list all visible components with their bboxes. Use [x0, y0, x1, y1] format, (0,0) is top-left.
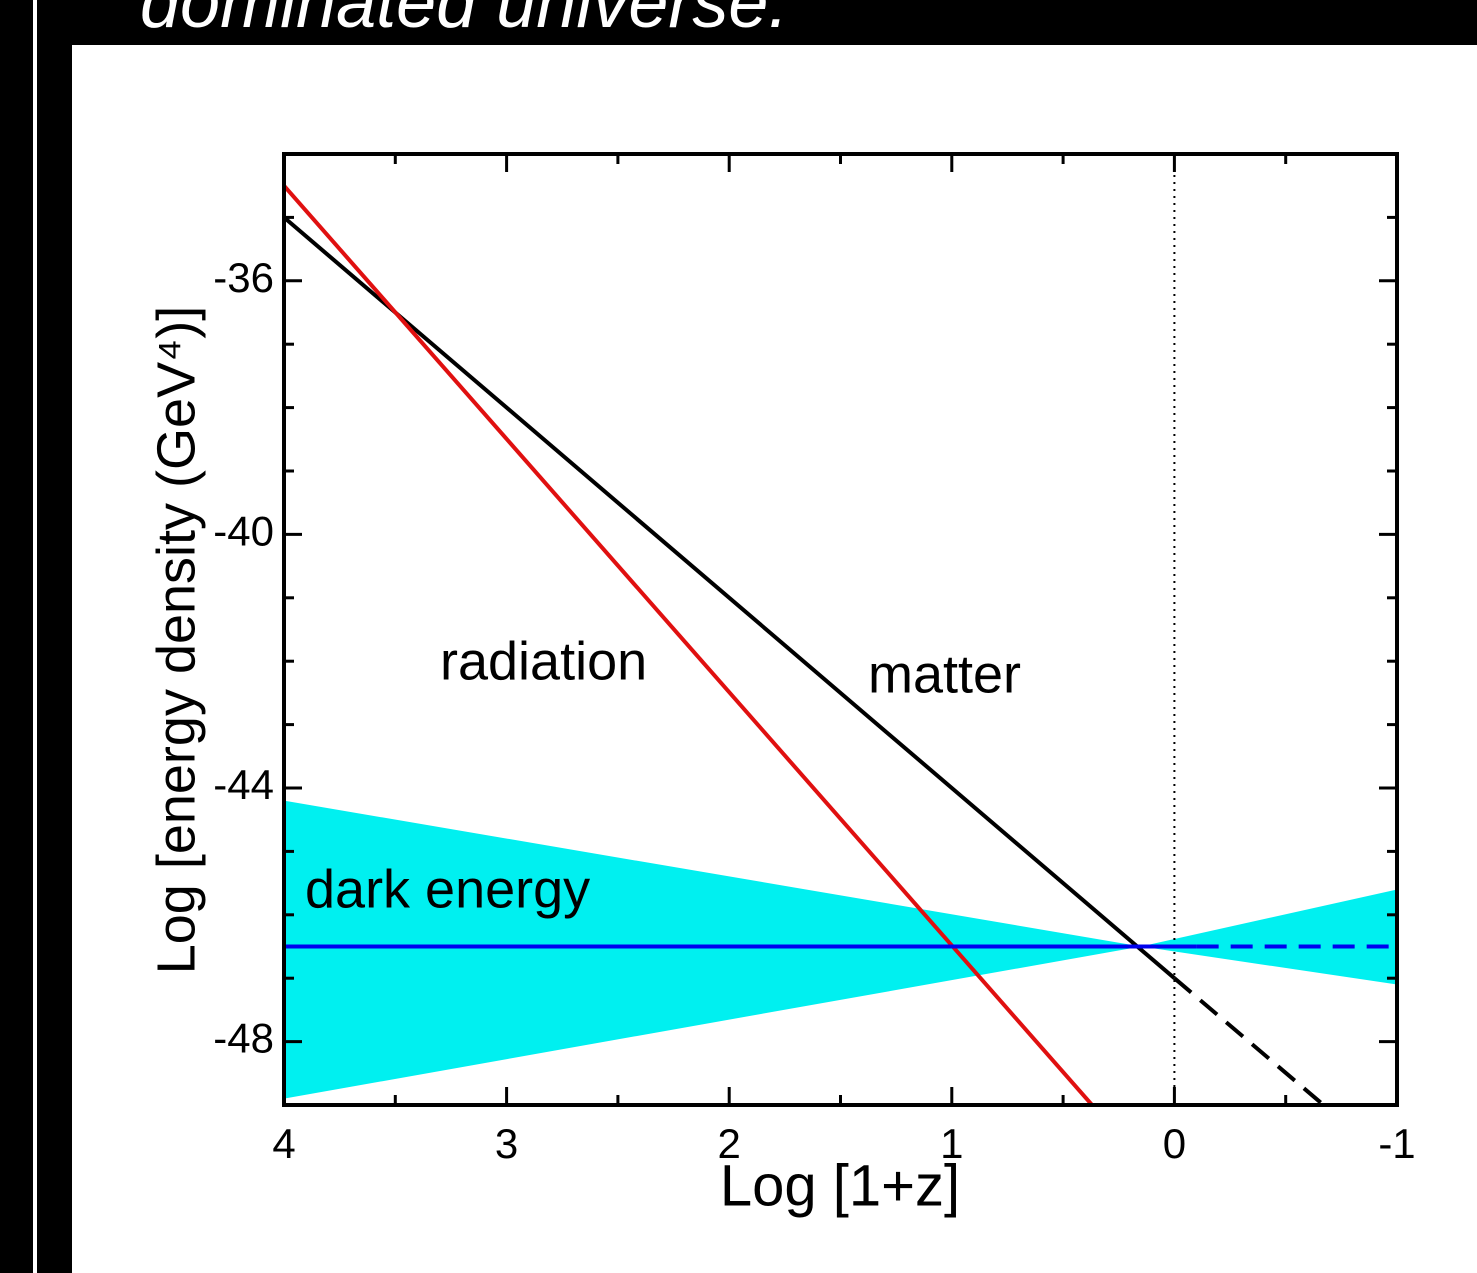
x-axis-label: Log [1+z]: [720, 1153, 960, 1218]
y-tick-label: -40: [213, 507, 274, 554]
slide-text: dominated universe.: [140, 0, 788, 43]
y-tick-label: -36: [213, 254, 274, 301]
top-band: [0, 0, 1477, 45]
y-tick-label: -48: [213, 1015, 274, 1062]
x-tick-label: 1: [940, 1120, 963, 1167]
annotation: matter: [868, 644, 1021, 704]
annotation: dark energy: [305, 859, 590, 919]
plot-area: [284, 154, 1397, 1105]
x-tick-label: 2: [718, 1120, 741, 1167]
annotation: radiation: [440, 631, 647, 691]
left-rule: [33, 0, 37, 1273]
y-axis-label: Log [energy density (GeV⁴)]: [146, 306, 206, 975]
dark-energy-band: [284, 800, 1397, 1099]
x-tick-label: 0: [1163, 1120, 1186, 1167]
x-tick-label: -1: [1378, 1120, 1415, 1167]
x-tick-label: 4: [272, 1120, 295, 1167]
series-line: [284, 215, 1176, 980]
series-line: [284, 184, 1094, 1105]
x-tick-label: 3: [495, 1120, 518, 1167]
y-tick-label: -44: [213, 761, 274, 808]
series-line: [1173, 976, 1325, 1105]
